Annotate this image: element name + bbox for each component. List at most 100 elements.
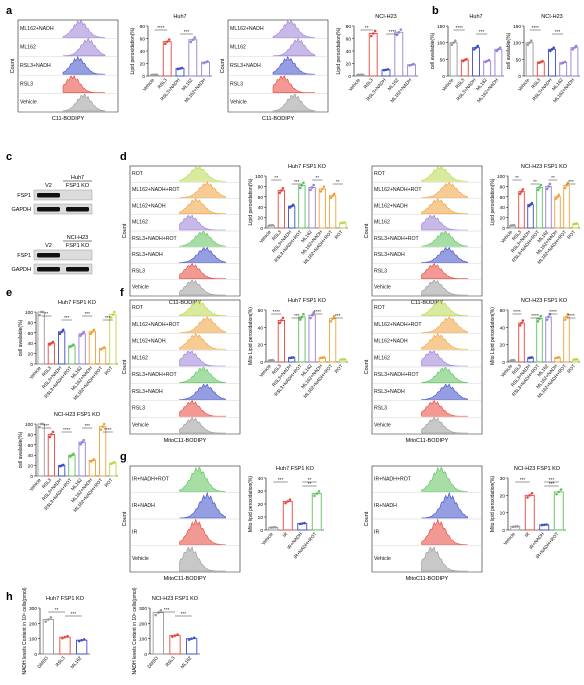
data-point — [563, 60, 567, 64]
significance-mark: ** — [336, 179, 340, 185]
histogram-label: ML162+NADH — [230, 26, 264, 32]
histogram-label: IR+NADH+ROT — [374, 477, 412, 483]
data-point — [206, 60, 209, 63]
histogram-label: RSL3 — [132, 268, 145, 274]
data-point — [536, 319, 540, 323]
histogram-peak — [272, 19, 315, 38]
data-point — [373, 29, 377, 33]
data-point — [38, 313, 41, 317]
y-tick-label: 100 — [497, 174, 505, 180]
chart-title: Huh7 FSP1 KO — [276, 466, 315, 472]
y-tick-label: 0 — [260, 226, 263, 232]
significance-mark: *** — [84, 311, 90, 317]
y-tick-label: 50 — [440, 57, 446, 63]
significance-mark: *** — [335, 313, 341, 319]
y-tick-label: 100 — [255, 174, 263, 180]
bar — [109, 462, 117, 477]
data-point — [548, 182, 552, 186]
histogram-peak — [179, 491, 226, 519]
data-point — [302, 181, 305, 185]
data-point — [542, 523, 546, 527]
significance-mark: *** — [549, 481, 555, 487]
bar — [525, 42, 534, 77]
data-point — [281, 316, 285, 320]
data-point — [176, 67, 180, 71]
significance-mark: ** — [44, 311, 48, 317]
x-tick-label: ML162 — [70, 655, 83, 669]
histogram-peak — [421, 315, 468, 333]
significance-mark: *** — [43, 423, 49, 429]
bar — [78, 333, 86, 365]
data-point — [300, 522, 304, 525]
data-point — [315, 492, 319, 495]
histogram-label: RSL3 — [132, 406, 145, 412]
significance-mark: *** — [105, 315, 111, 321]
data-point — [550, 48, 554, 51]
histogram-peak — [62, 19, 105, 38]
data-point — [155, 73, 158, 76]
lane-label: FSP1 KO — [66, 243, 90, 249]
histogram-peak — [179, 416, 226, 434]
panel-label-b: b — [432, 5, 439, 17]
histogram-peak — [421, 518, 468, 545]
significance-mark: ** — [365, 25, 369, 31]
significance-mark: **** — [531, 313, 539, 319]
bar — [536, 186, 543, 229]
data-point — [77, 639, 81, 643]
data-point — [538, 186, 541, 189]
bar — [298, 184, 306, 229]
data-point — [187, 638, 191, 641]
bar — [554, 196, 561, 229]
data-point — [557, 356, 561, 359]
flow-ylabel: Count — [364, 359, 370, 374]
histogram-peak — [421, 399, 468, 417]
data-point — [412, 62, 415, 66]
data-point — [487, 58, 491, 62]
histogram-peak — [421, 181, 468, 198]
histogram-label: RSL3+NADH — [230, 63, 261, 69]
y-tick-label: 40 — [258, 476, 264, 482]
lane-label: V2 — [45, 243, 52, 249]
y-tick-label: 40 — [346, 49, 352, 55]
data-point — [80, 638, 83, 642]
histogram-label: RSL3+NADH+ROT — [374, 372, 420, 378]
data-point — [300, 184, 304, 187]
y-tick-label: 20 — [258, 343, 264, 349]
data-point — [176, 633, 179, 636]
data-point — [82, 330, 86, 334]
data-point — [548, 312, 552, 316]
histogram-peak — [421, 230, 468, 247]
data-point — [557, 490, 561, 494]
y-tick-label: 40 — [258, 205, 264, 211]
data-point — [357, 73, 360, 77]
data-point — [512, 358, 516, 362]
x-tick-label: DMSO — [36, 655, 49, 669]
y-tick-label: 60 — [500, 308, 506, 314]
data-point — [79, 334, 82, 337]
data-point — [310, 313, 314, 317]
data-point — [313, 494, 316, 498]
y-tick-label: 100 — [25, 310, 33, 316]
significance-mark: *** — [181, 611, 187, 617]
chart-title: Huh7 FSP1 KO — [288, 298, 327, 304]
data-point — [51, 340, 55, 344]
data-point — [157, 611, 160, 614]
data-point — [274, 525, 277, 529]
bar — [518, 191, 525, 229]
data-point — [526, 43, 530, 46]
data-point — [167, 38, 171, 41]
histogram-label: ML162 — [374, 355, 390, 361]
data-point — [557, 193, 561, 197]
data-point — [539, 314, 543, 318]
chart-title: NCI-H23 FSP1 KO — [54, 412, 101, 418]
bar — [88, 459, 97, 477]
histogram-label: RSL3 — [374, 406, 387, 412]
data-point — [518, 324, 522, 327]
bar — [98, 426, 107, 477]
x-tick-label: RSL3 — [41, 477, 53, 489]
bar — [318, 188, 327, 229]
histogram-peak — [421, 165, 468, 182]
data-point — [190, 637, 193, 640]
flow-xlabel: MitoC11-BODIPY — [164, 438, 207, 444]
data-point — [80, 332, 84, 336]
